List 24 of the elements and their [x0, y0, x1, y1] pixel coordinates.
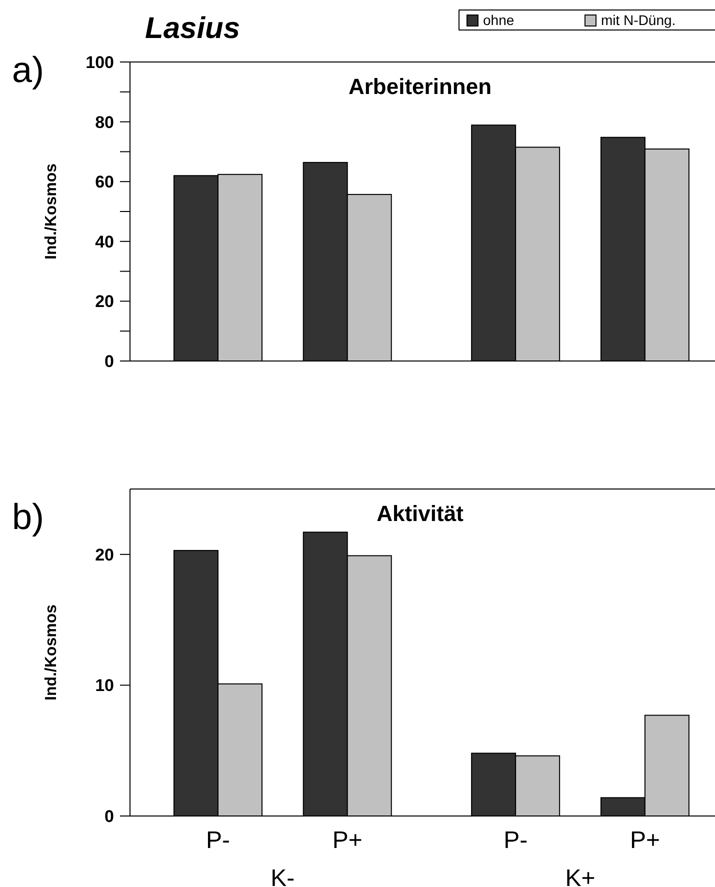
y-tick-label: 100: [86, 52, 114, 72]
y-tick-label: 40: [95, 232, 114, 252]
text: K-: [270, 865, 295, 887]
legend-label: ohne: [483, 12, 514, 28]
x-tick-label: P-: [504, 827, 528, 854]
text: K+: [565, 865, 596, 887]
text: a): [12, 49, 44, 90]
y-tick-label: 20: [95, 545, 114, 564]
y-tick-label: 60: [95, 172, 114, 192]
y-axis-title: Ind./Kosmos: [43, 604, 60, 701]
y-tick-label: 0: [104, 806, 114, 826]
legend-label: mit N-Düng.: [601, 12, 676, 28]
y-tick-label: 10: [95, 676, 114, 696]
text: b): [12, 496, 44, 537]
x-tick-label: P-: [206, 827, 230, 854]
text: Arbeiterinnen: [348, 74, 492, 99]
y-tick-label: 0: [104, 352, 114, 371]
text: Aktivität: [376, 501, 464, 526]
text: Lasius: [145, 12, 240, 45]
y-axis-title: Ind./Kosmos: [43, 163, 60, 260]
y-tick-label: 80: [95, 112, 114, 132]
x-tick-label: P+: [630, 827, 660, 854]
x-tick-label: P+: [332, 827, 362, 854]
y-tick-label: 20: [95, 292, 114, 312]
